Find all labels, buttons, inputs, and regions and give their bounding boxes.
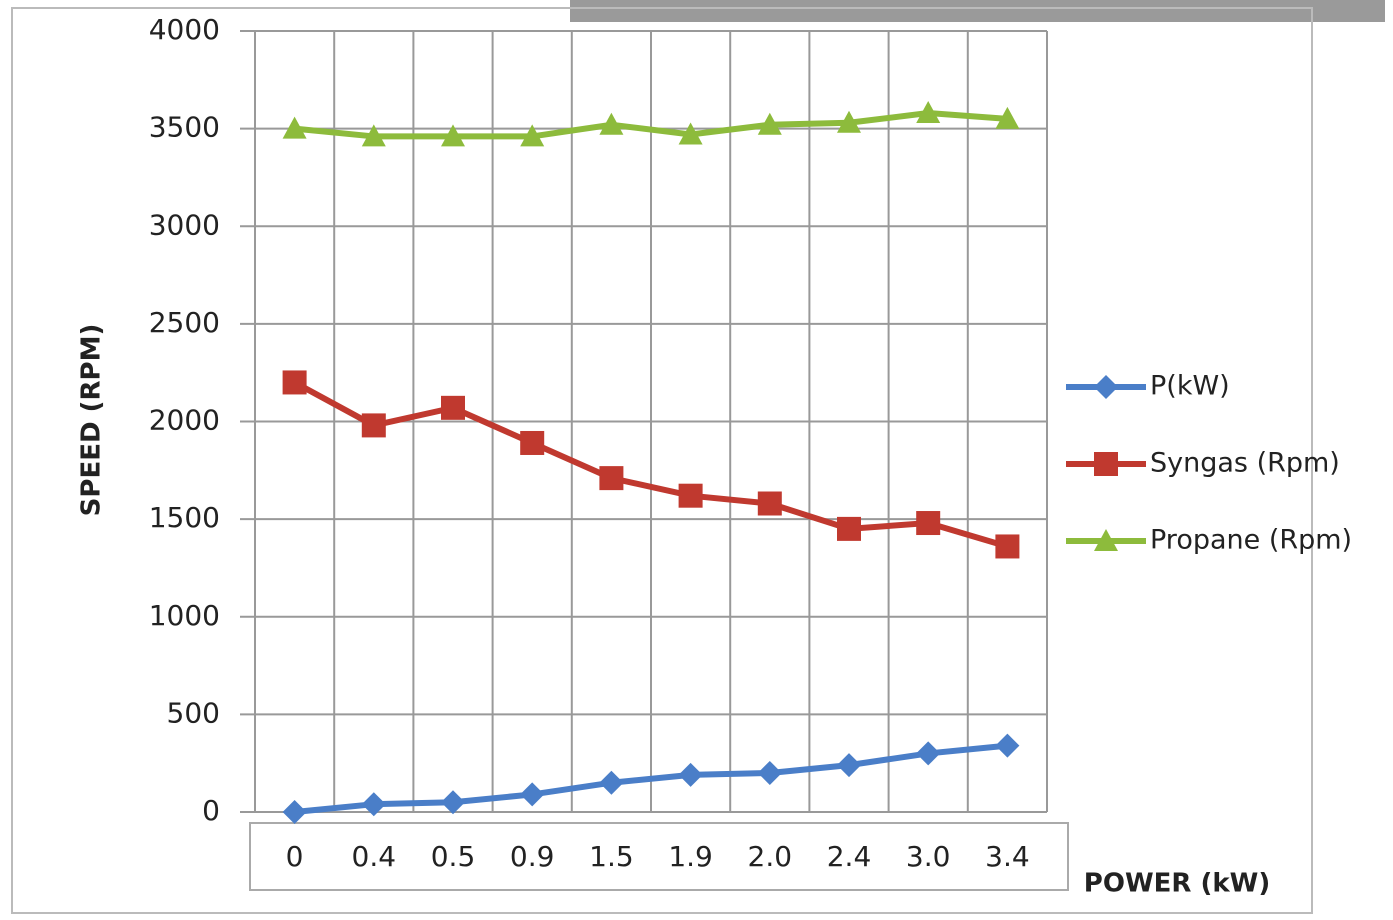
legend-label: Syngas (Rpm) [1150,448,1340,479]
y-tick-label: 1500 [149,501,220,534]
x-tick-label: 1.9 [668,840,713,873]
marker [599,466,623,490]
marker [520,431,544,455]
x-tick-label: 1.5 [589,840,634,873]
marker [599,771,623,795]
y-tick-label: 2500 [149,306,220,339]
y-axis-title: SPEED (RPM) [77,324,107,517]
marker [916,511,940,535]
x-tick-label: 0.4 [352,840,397,873]
y-tick-label: 3500 [149,111,220,144]
marker [758,492,782,516]
x-tick-label: 3.4 [985,840,1030,873]
x-tick-label: 2.4 [827,840,872,873]
x-tick-label: 0 [286,840,304,873]
marker [995,534,1019,558]
legend-label: Propane (Rpm) [1150,525,1352,556]
marker [837,753,861,777]
legend-marker [1094,452,1118,476]
chart: SPEED (RPM) POWER (kW) 0 500 1000 1500 2000 2… [0,0,1393,920]
marker [758,761,782,785]
x-tick-label: 2.0 [748,840,793,873]
x-tick-label: 0.9 [510,840,555,873]
marker [441,790,465,814]
x-tick-label: 3.0 [906,840,951,873]
y-tick-label: 2000 [149,404,220,437]
marker [283,370,307,394]
marker [679,484,703,508]
marker [362,413,386,437]
y-tick-label: 1000 [149,599,220,632]
x-tick-label: 0.5 [431,840,476,873]
y-tick-label: 3000 [149,208,220,241]
legend-marker [1094,375,1118,399]
x-axis-title: POWER (kW) [1084,869,1270,899]
marker [916,741,940,765]
marker [679,763,703,787]
marker [520,782,544,806]
y-tick-label: 0 [202,794,220,827]
marker [837,517,861,541]
marker [283,800,307,824]
legend-label: P(kW) [1150,371,1230,402]
photo-fragment [570,0,1385,22]
y-tick-label: 4000 [149,13,220,46]
marker [995,734,1019,758]
y-tick-label: 500 [167,696,220,729]
marker [441,396,465,420]
